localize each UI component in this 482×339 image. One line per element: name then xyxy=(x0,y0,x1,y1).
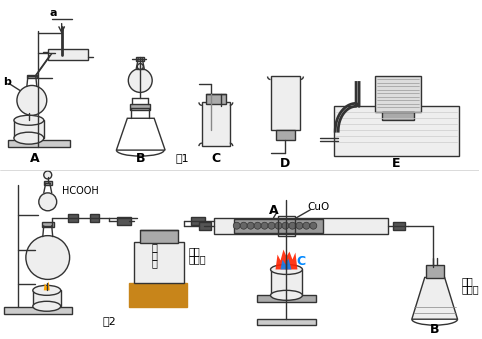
Bar xyxy=(270,270,302,295)
Bar xyxy=(118,217,131,225)
Bar xyxy=(130,104,150,110)
Text: E: E xyxy=(392,157,400,170)
Bar xyxy=(199,222,211,230)
Text: HCOOH: HCOOH xyxy=(62,186,98,196)
Circle shape xyxy=(296,222,303,229)
Text: a: a xyxy=(50,8,57,18)
Bar xyxy=(48,48,88,60)
Text: A: A xyxy=(269,204,278,217)
Bar xyxy=(278,216,295,236)
Circle shape xyxy=(17,85,47,115)
Bar xyxy=(14,120,44,138)
Bar xyxy=(426,265,443,278)
Bar xyxy=(42,222,54,227)
Ellipse shape xyxy=(33,301,61,311)
Circle shape xyxy=(289,222,296,229)
Text: 酸: 酸 xyxy=(151,259,157,268)
Text: 图2: 图2 xyxy=(103,316,116,326)
Bar xyxy=(202,102,230,146)
Bar xyxy=(234,219,323,233)
Bar xyxy=(256,319,316,325)
Ellipse shape xyxy=(270,291,302,300)
Bar xyxy=(140,230,178,243)
Circle shape xyxy=(240,222,247,229)
Bar xyxy=(44,181,52,185)
Bar xyxy=(27,75,37,79)
Circle shape xyxy=(310,222,317,229)
Polygon shape xyxy=(412,277,457,319)
Text: 濃: 濃 xyxy=(151,243,157,253)
Text: B: B xyxy=(430,323,440,336)
Bar xyxy=(276,130,295,140)
Ellipse shape xyxy=(33,285,61,295)
Circle shape xyxy=(233,222,240,229)
Circle shape xyxy=(268,222,275,229)
Bar xyxy=(334,106,458,156)
Bar xyxy=(256,295,316,302)
Bar xyxy=(270,77,300,130)
Bar xyxy=(191,217,205,225)
Circle shape xyxy=(303,222,310,229)
Circle shape xyxy=(282,222,289,229)
Circle shape xyxy=(137,64,143,69)
Text: B: B xyxy=(135,152,145,164)
Text: A: A xyxy=(30,152,40,164)
Bar xyxy=(67,214,78,222)
Text: b: b xyxy=(3,78,11,87)
Polygon shape xyxy=(44,281,50,291)
Ellipse shape xyxy=(14,115,44,125)
Text: 石灰水: 石灰水 xyxy=(462,284,479,294)
Polygon shape xyxy=(276,250,297,270)
Bar xyxy=(375,77,421,112)
Bar xyxy=(8,140,69,147)
Bar xyxy=(393,222,405,230)
Circle shape xyxy=(39,193,57,211)
Text: 硫: 硫 xyxy=(151,251,157,261)
Bar xyxy=(134,242,184,283)
Text: D: D xyxy=(281,157,291,170)
Bar xyxy=(214,218,388,234)
Text: 澄清: 澄清 xyxy=(462,276,473,286)
Bar xyxy=(4,307,72,314)
Text: 澄清: 澄清 xyxy=(189,246,201,257)
Ellipse shape xyxy=(270,264,302,275)
Bar xyxy=(129,283,187,307)
Bar xyxy=(206,94,226,104)
Text: 图1: 图1 xyxy=(175,153,189,163)
Circle shape xyxy=(261,222,268,229)
Circle shape xyxy=(247,222,254,229)
Bar xyxy=(136,57,144,61)
Text: CuO: CuO xyxy=(307,202,329,212)
Bar xyxy=(382,112,414,120)
Circle shape xyxy=(44,171,52,179)
Text: 石灰水: 石灰水 xyxy=(189,255,207,264)
Bar xyxy=(33,291,61,306)
Text: C: C xyxy=(211,152,220,164)
Circle shape xyxy=(26,236,69,279)
Ellipse shape xyxy=(14,132,44,144)
Text: C: C xyxy=(297,255,306,268)
Bar xyxy=(90,214,99,222)
Circle shape xyxy=(275,222,282,229)
Circle shape xyxy=(254,222,261,229)
Polygon shape xyxy=(281,259,292,270)
Circle shape xyxy=(128,68,152,93)
